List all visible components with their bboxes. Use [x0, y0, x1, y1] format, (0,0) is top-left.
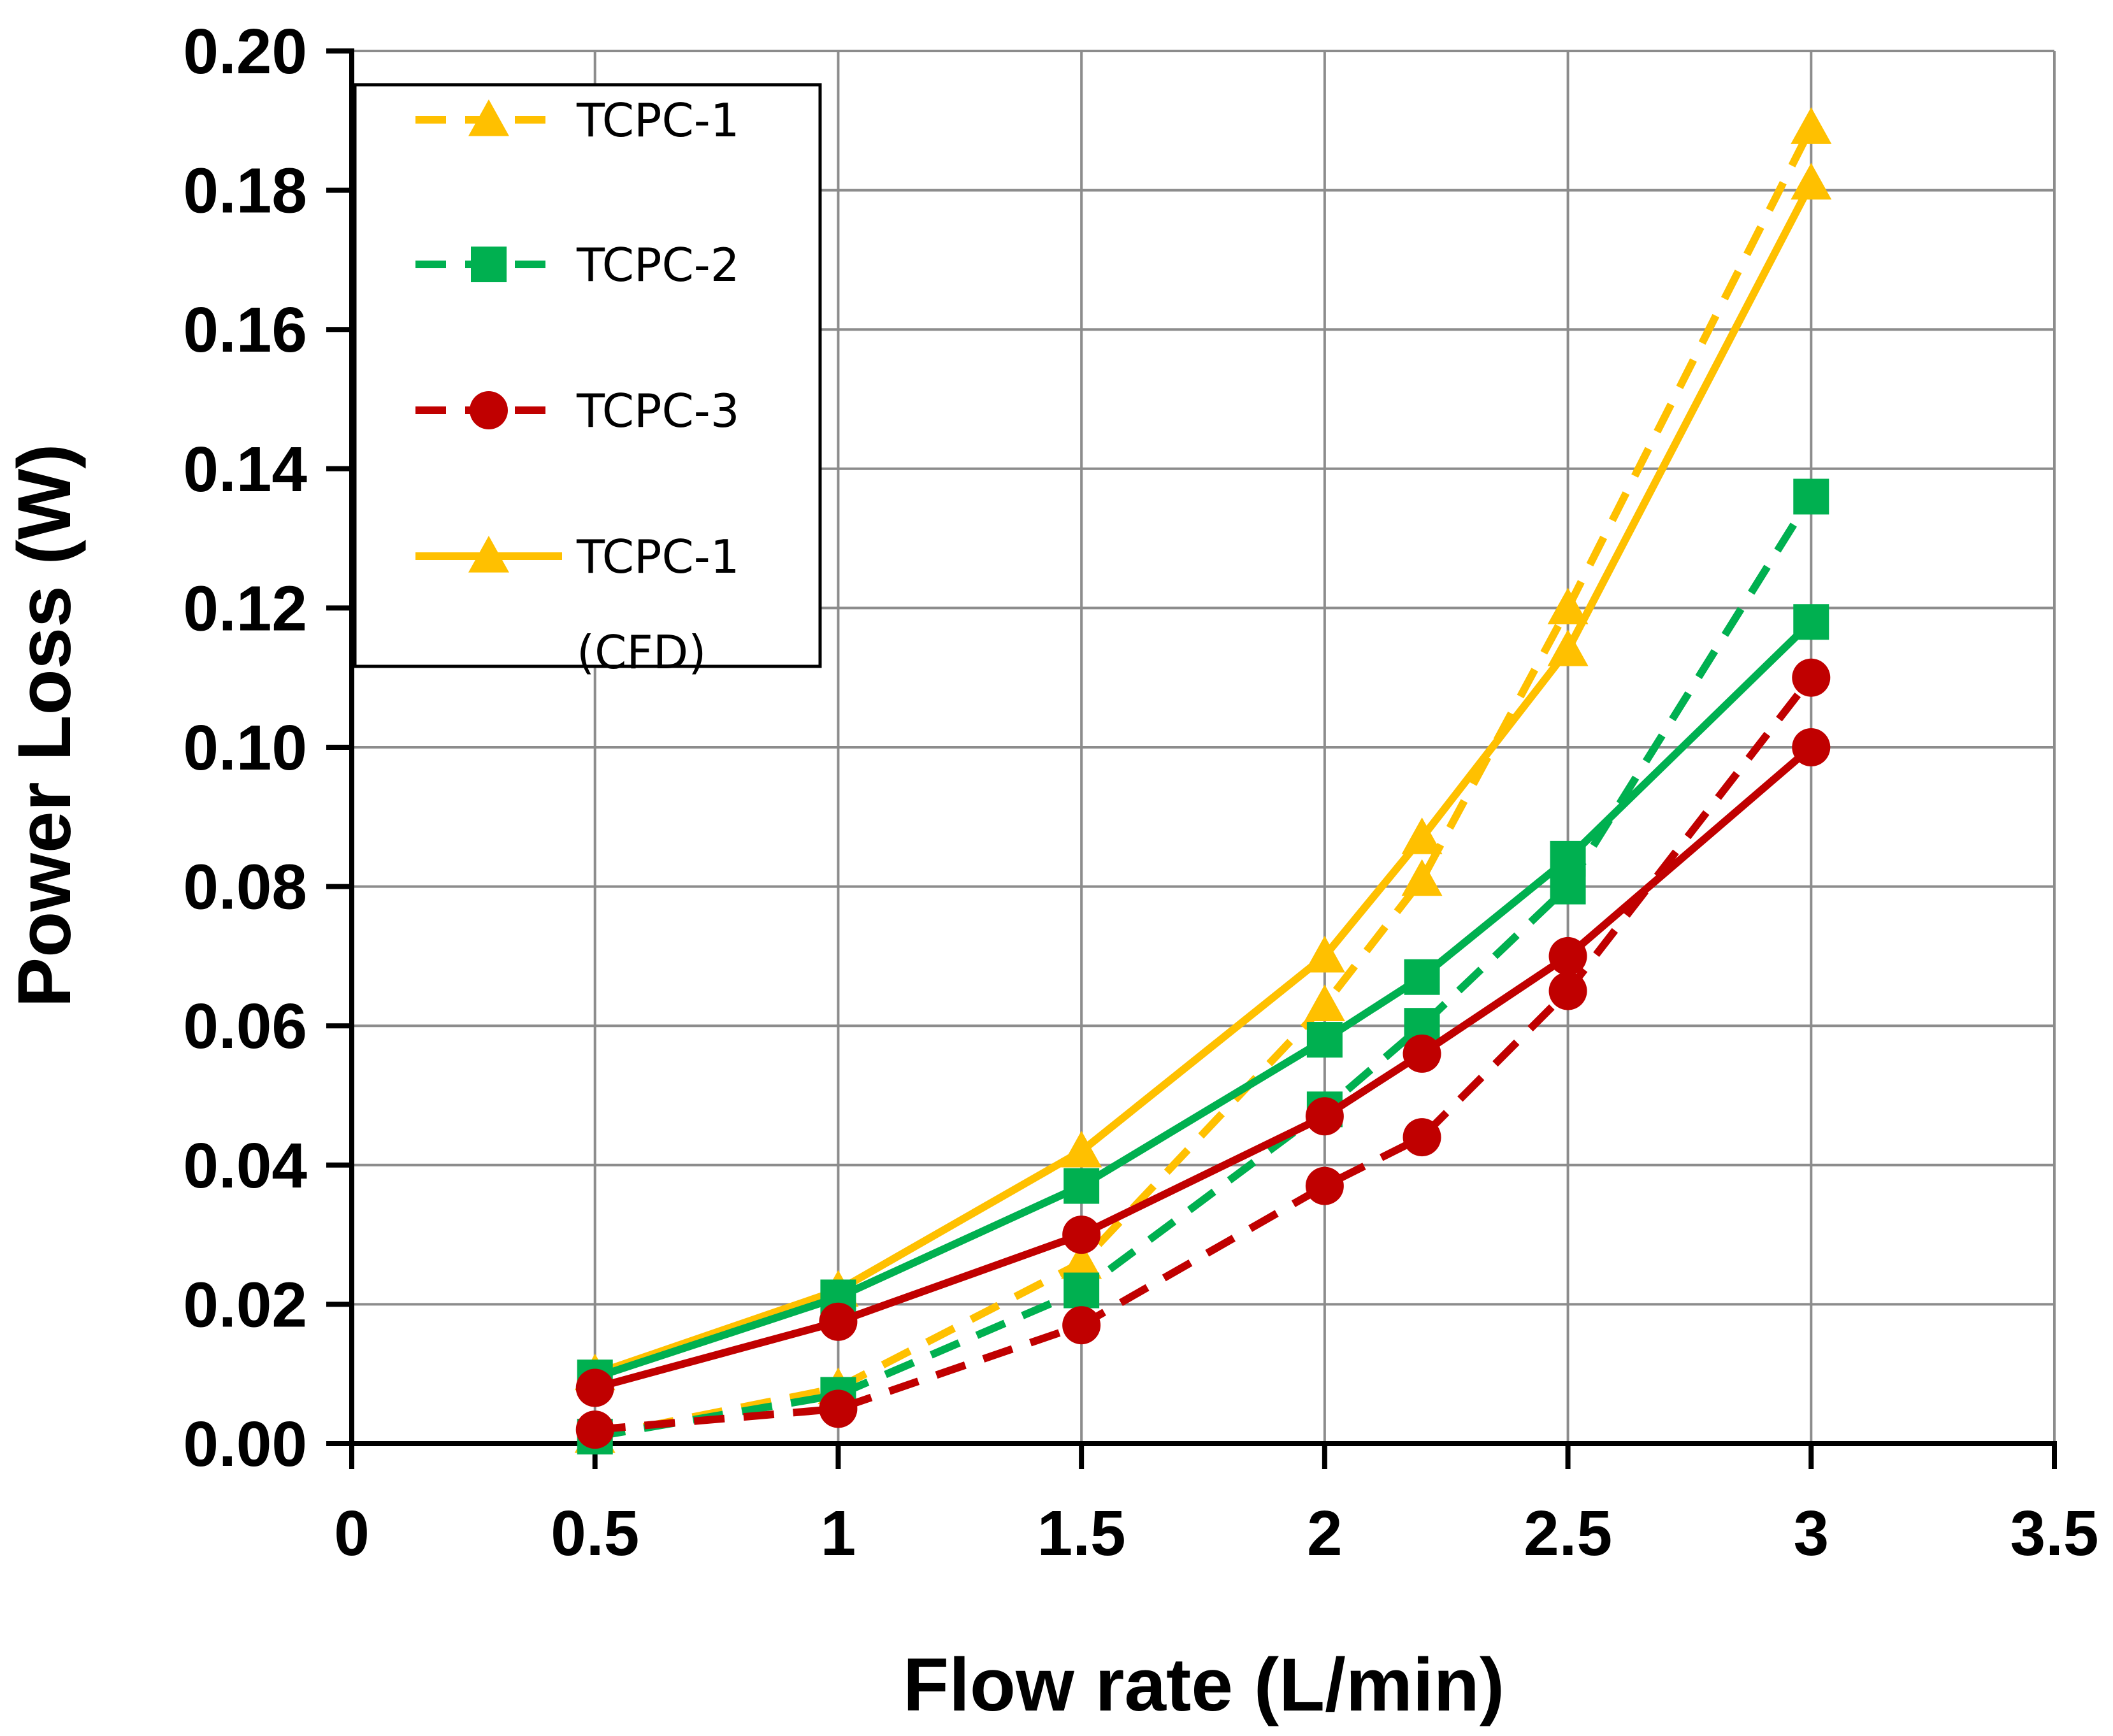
- data-point-tcpc-3-cfd: [1792, 728, 1831, 766]
- y-tick-label: 0.02: [183, 1269, 307, 1340]
- x-tick-label: 3: [1793, 1498, 1829, 1569]
- data-point-tcpc-3-cfd: [1403, 1034, 1441, 1073]
- data-point-tcpc-2: [1064, 1272, 1100, 1309]
- data-point-tcpc-2-cfd: [1550, 840, 1586, 877]
- data-point-tcpc-1: [1401, 859, 1443, 896]
- data-point-tcpc-2-cfd: [1404, 959, 1440, 995]
- legend-label: TCPC-2: [576, 238, 740, 292]
- legend-marker-tcpc-1-cfd: [468, 536, 509, 573]
- legend-label: (CFD): [577, 626, 706, 679]
- x-tick-label: 2: [1307, 1498, 1343, 1569]
- data-point-tcpc-3-cfd: [1548, 936, 1587, 975]
- series-line-tcpc-2-cfd: [593, 619, 1814, 1381]
- data-point-tcpc-1: [1304, 984, 1345, 1022]
- data-point-tcpc-3: [1792, 658, 1831, 697]
- series-tcpc-3: [575, 658, 1831, 1449]
- data-point-tcpc-3: [1305, 1166, 1344, 1205]
- data-point-tcpc-3: [575, 1410, 614, 1449]
- data-point-tcpc-1-cfd: [1791, 162, 1832, 200]
- data-point-tcpc-1-cfd: [1547, 629, 1589, 666]
- data-point-tcpc-2-cfd: [1793, 604, 1829, 640]
- legend-marker-tcpc-2: [471, 247, 507, 282]
- legend: TCPC-1 TCPC-2 TCPC-3 TCPC-1 (CFD): [353, 83, 822, 679]
- x-tick-label: 0.5: [551, 1498, 639, 1569]
- y-tick-label: 0.00: [183, 1409, 307, 1480]
- y-tick-label: 0.12: [183, 573, 307, 644]
- legend-marker-tcpc-1: [468, 99, 509, 136]
- y-tick-label: 0.08: [183, 852, 307, 923]
- data-point-tcpc-1: [1547, 587, 1589, 624]
- legend-marker-tcpc-3: [470, 391, 508, 429]
- data-point-tcpc-1-cfd: [1061, 1130, 1102, 1168]
- legend-label: TCPC-1: [576, 530, 740, 584]
- y-tick-label: 0.20: [183, 16, 307, 87]
- y-tick-label: 0.16: [183, 294, 307, 366]
- legend-box: [353, 83, 822, 668]
- x-tick-label: 3.5: [2010, 1498, 2098, 1569]
- data-point-tcpc-1: [1061, 1242, 1102, 1279]
- y-tick-label: 0.10: [183, 712, 307, 784]
- data-point-tcpc-2-cfd: [1064, 1168, 1100, 1204]
- data-point-tcpc-3: [819, 1389, 858, 1428]
- data-point-tcpc-1: [1791, 107, 1832, 144]
- data-point-tcpc-3-cfd: [1305, 1097, 1344, 1136]
- x-tick-labels: 0 0.5 1 1.5 2 2.5 3 3.5: [334, 1498, 2098, 1569]
- data-point-tcpc-3: [1062, 1306, 1101, 1345]
- data-point-tcpc-1-cfd: [1401, 817, 1443, 854]
- x-tick-label: 1: [821, 1498, 856, 1569]
- data-point-tcpc-3: [1403, 1118, 1441, 1157]
- data-point-tcpc-3-cfd: [575, 1368, 614, 1407]
- axes: [326, 48, 2057, 1469]
- y-tick-label: 0.18: [183, 155, 307, 227]
- legend-label: TCPC-1: [576, 94, 740, 147]
- x-tick-label: 0: [334, 1498, 370, 1569]
- y-axis-title: Power Loss (W): [3, 443, 87, 1007]
- series-line-tcpc-3-cfd: [594, 744, 1814, 1392]
- data-series: [574, 107, 1832, 1455]
- x-tick-label: 1.5: [1037, 1498, 1126, 1569]
- data-point-tcpc-2: [1793, 478, 1829, 515]
- series-tcpc-3-cfd: [575, 728, 1831, 1407]
- data-point-tcpc-2-cfd: [1306, 1022, 1343, 1058]
- y-tick-label: 0.06: [183, 991, 307, 1062]
- x-tick-label: 2.5: [1524, 1498, 1612, 1569]
- data-point-tcpc-3: [1548, 972, 1587, 1010]
- series-tcpc-2-cfd: [577, 604, 1829, 1396]
- legend-label: TCPC-3: [576, 384, 740, 438]
- data-point-tcpc-1-cfd: [1304, 935, 1345, 973]
- data-point-tcpc-3-cfd: [819, 1302, 858, 1341]
- y-tick-label: 0.04: [183, 1130, 307, 1202]
- x-axis-title: Flow rate (L/min): [903, 1643, 1504, 1727]
- data-point-tcpc-3-cfd: [1062, 1216, 1101, 1254]
- y-tick-label: 0.14: [183, 434, 307, 505]
- y-tick-labels: 0.00 0.02 0.04 0.06 0.08 0.10 0.12 0.14 0.16 0.18…: [183, 16, 307, 1480]
